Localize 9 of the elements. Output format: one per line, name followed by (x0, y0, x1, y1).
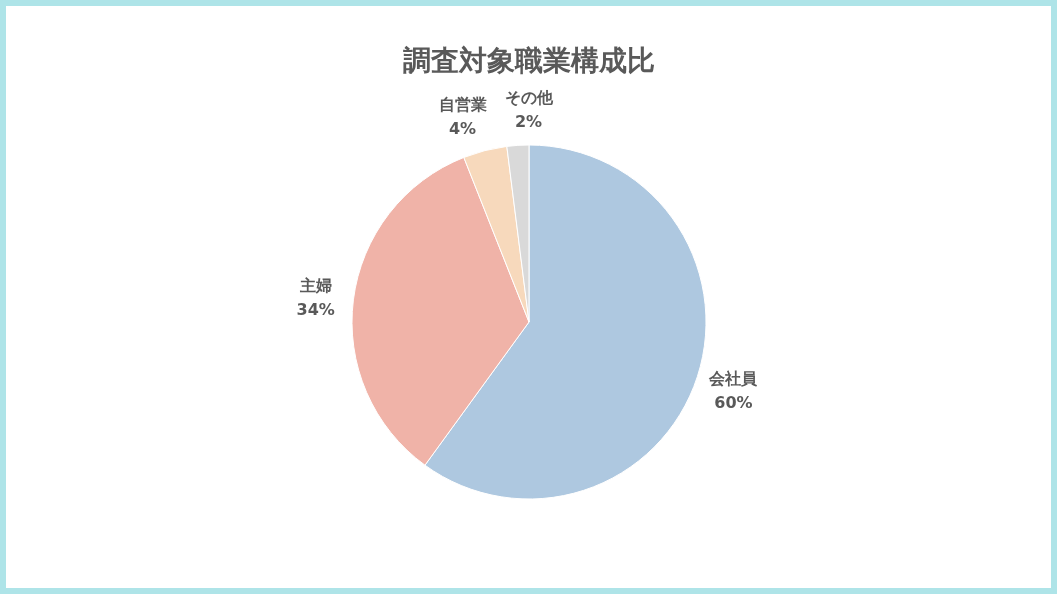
data-label: 60% (714, 393, 753, 413)
slice-label: 会社員 (708, 369, 759, 389)
data-label: 4% (448, 118, 477, 138)
chart-title: 調査対象職業構成比 (402, 44, 655, 77)
data-label: 34% (296, 300, 335, 320)
slice-label: 主婦 (298, 276, 332, 296)
slice-label: 自営業 (438, 94, 487, 114)
data-label: 2% (514, 112, 543, 132)
slice-label: その他 (504, 88, 554, 108)
